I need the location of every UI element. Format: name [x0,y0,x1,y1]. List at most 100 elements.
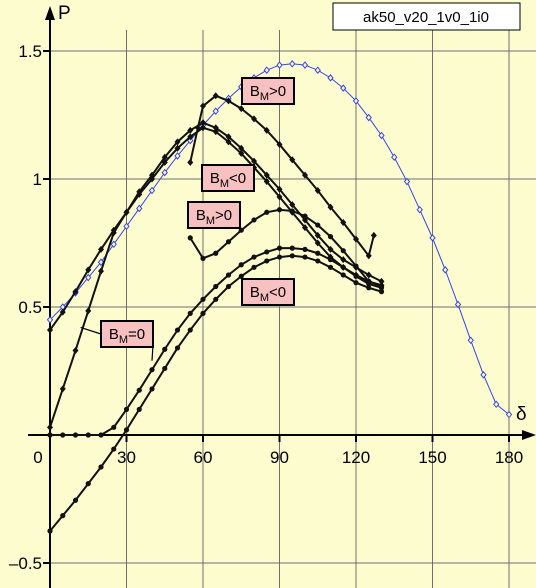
axes [28,6,536,588]
series-2-point-14 [225,138,232,146]
series-1-point-14 [353,235,359,243]
series-1-point-2 [200,102,206,110]
series-6-point-12 [200,310,206,316]
series-2-point-4 [98,245,104,253]
series-6-point-22 [327,264,334,270]
series-6-point-26 [378,289,385,295]
series-6-point-7 [136,406,142,412]
x-tick-label-180: 180 [495,448,523,467]
series-1-point-10 [302,171,308,179]
series-2-point-0 [47,326,53,334]
series-3-point-12 [200,119,206,127]
series-4-point-11 [327,234,334,240]
x-tick-label-60: 60 [194,448,213,467]
annotation-bm-lt0-lower: BM<0 [241,278,295,306]
series-3-point-9 [161,153,168,161]
series-1-point-8 [276,140,283,148]
title-box: ak50_v20_1v0_1i0 [332,2,521,31]
series-3-point-21 [314,231,321,239]
series-1 [187,92,377,260]
series-3-point-3 [85,307,92,315]
series-5-point-23 [340,264,346,270]
series-5-point-13 [213,283,219,290]
series-1-point-9 [289,156,296,164]
annotation-leader-a [80,326,102,335]
series-4-point-1 [200,255,206,261]
series-0-point-25 [365,113,372,122]
series-5-point-3 [85,432,91,438]
series-2-point-11 [187,133,194,141]
series-5-point-9 [162,346,168,352]
series-1-point-5 [238,105,245,113]
series-0-point-3 [85,273,92,282]
annotation-box [187,201,241,229]
series-6-point-13 [213,296,219,302]
series-1-point-7 [263,126,270,134]
chart-title: ak50_v20_1v0_1i0 [363,9,489,26]
series-4-point-9 [302,213,308,219]
series-6-point-5 [111,446,117,452]
series-4-point-13 [353,263,359,269]
series-6-point-17 [264,258,270,264]
series-0-point-34 [480,371,487,379]
tick-labels: 0 30 60 90 120 150 180 1.5 1 0.5 –0.5 [9,42,523,573]
series-5-point-21 [315,250,321,256]
x-axis-arrow [522,430,536,440]
series-5-point-14 [225,272,232,278]
annotation-text: BM=0 [109,326,145,346]
series-0-point-19 [289,60,296,68]
series-1-point-4 [225,97,232,105]
series-5-point-6 [123,406,130,412]
series-0-point-0 [46,316,54,324]
series-5-point-26 [378,285,385,291]
series-6-point-24 [353,280,359,286]
series-3-point-19 [289,201,296,209]
series-3-point-23 [340,256,347,264]
series-2-point-17 [263,178,270,186]
series-5-point-20 [302,246,308,252]
series-3-point-7 [136,188,143,196]
annotation-text: BM>0 [196,207,232,227]
series-0-point-20 [301,61,309,69]
series-5-point-4 [98,432,104,438]
series-6 [47,253,385,534]
series-3-point-5 [110,229,117,237]
series-0-point-22 [327,74,334,82]
series-0-point-6 [123,222,130,231]
series-1-point-12 [327,203,334,211]
series-3-point-14 [225,133,232,141]
series-5-point-8 [149,367,155,373]
series-0-point-36 [505,410,513,419]
series-3-point-13 [212,124,219,132]
series-3-point-2 [72,347,79,355]
x-tick-label-90: 90 [270,448,289,467]
series-3-point-8 [149,171,155,179]
series-group [46,60,513,534]
series-3-point-16 [251,157,257,165]
series-2-point-18 [276,193,283,201]
series-5-point-11 [187,310,193,316]
series-5-point-25 [366,281,372,287]
series-6-point-15 [238,273,244,279]
series-3-point-25 [365,271,372,279]
series-3-point-15 [238,144,245,152]
series-0-point-9 [161,168,168,177]
series-4-point-6 [264,209,270,215]
series-4-point-7 [276,207,283,213]
y-tick-label-0: 1.5 [18,42,42,61]
series-0-point-30 [429,234,436,242]
series-0-point-24 [352,97,360,105]
annotation-bm-gt0-upper: BM>0 [241,77,295,105]
series-6-point-19 [289,253,295,259]
series-4-point-2 [213,250,219,256]
series-0-point-18 [276,61,283,69]
series-4-point-8 [289,208,295,214]
series-0-point-31 [442,266,449,274]
series-6-point-9 [162,365,168,372]
series-2 [47,124,385,334]
series-6-point-0 [47,528,53,534]
y-axis-arrow [45,6,55,20]
y-tick-label-2: 0.5 [18,298,42,317]
series-5-point-0 [47,432,53,438]
